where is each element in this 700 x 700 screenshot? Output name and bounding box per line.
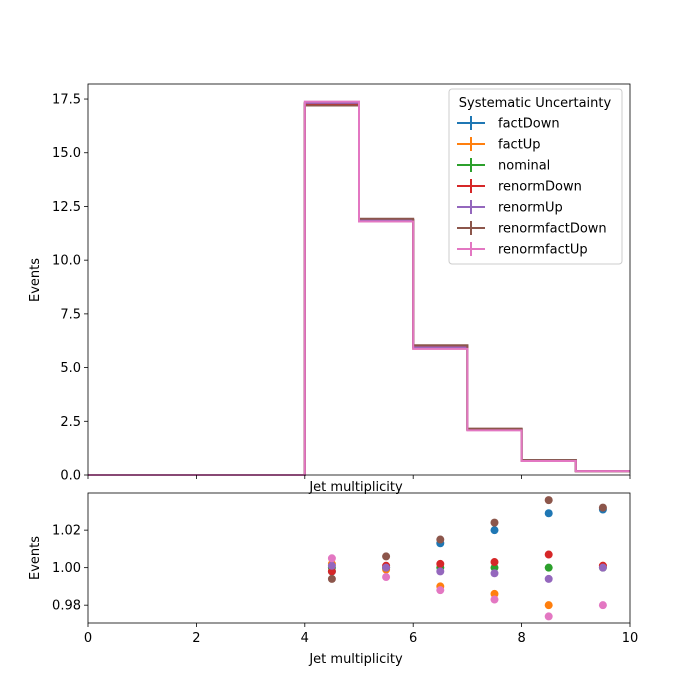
ratio-point-renormfactUp [327, 554, 336, 563]
ratio-point-renormfactDown [382, 552, 391, 561]
ratio-x-tick-label: 2 [192, 631, 200, 646]
ratio-point-renormDown [490, 558, 499, 567]
ratio-point-renormUp [598, 563, 607, 572]
legend-label: factDown [498, 117, 560, 132]
ratio-point-renormDown [544, 550, 553, 559]
ratio-point-renormUp [490, 569, 499, 578]
legend-entry-factUp: factUp [457, 137, 541, 153]
ratio-y-ticks: 0.98 1.00 1.02 [52, 524, 88, 614]
ratio-point-renormfactDown [327, 574, 336, 583]
ratio-point-renormfactUp [544, 612, 553, 621]
ratio-panel: 0.98 1.00 1.02 0 2 4 6 8 10 Jet multiplicity Ev… [28, 492, 638, 667]
ratio-point-renormUp [382, 563, 391, 572]
legend-label: factUp [498, 138, 541, 153]
ratio-point-factUp [490, 589, 499, 598]
ratio-x-tick-label: 4 [301, 631, 309, 646]
ratio-point-renormfactUp [598, 601, 607, 610]
ratio-point-renormUp [327, 561, 336, 570]
legend-entry-factDown: factDown [457, 116, 560, 132]
histogram-y-axis-label: Events [28, 258, 43, 302]
legend-label: renormUp [498, 201, 563, 216]
histogram-y-ticks: 0.0 2.5 5.0 7.5 10.0 12.5 15.0 17.5 [52, 93, 88, 484]
ratio-x-ticks: 0 2 4 6 8 10 [84, 623, 638, 646]
ratio-x-tick-label: 10 [622, 631, 639, 646]
ratio-point-factUp [544, 601, 553, 610]
histogram-x-ticks [87, 475, 631, 479]
ratio-point-nominal [490, 563, 499, 572]
ratio-series-renormUp [327, 561, 607, 583]
ratio-series-group [327, 496, 607, 621]
ratio-series-renormfactUp [327, 554, 607, 621]
histogram-y-tick-label: 12.5 [52, 200, 81, 215]
legend-entry-renormDown: renormDown [457, 179, 582, 195]
legend-entry-renormUp: renormUp [457, 200, 563, 216]
legend-label: nominal [498, 159, 550, 174]
ratio-point-renormDown [327, 567, 336, 576]
legend-entry-renormfactUp: renormfactUp [457, 242, 588, 258]
ratio-point-renormfactUp [436, 586, 445, 595]
histogram-x-axis-label: Jet multiplicity [308, 480, 403, 495]
legend-label: renormfactDown [498, 222, 607, 237]
histogram-y-tick-label: 5.0 [60, 361, 81, 376]
legend-label: renormfactUp [498, 243, 588, 258]
ratio-x-tick-label: 8 [517, 631, 525, 646]
ratio-point-renormfactDown [598, 503, 607, 512]
ratio-point-renormUp [544, 574, 553, 583]
ratio-axes-frame [87, 492, 631, 624]
ratio-x-axis-label: Jet multiplicity [308, 652, 403, 667]
histogram-panel: 0.0 2.5 5.0 7.5 10.0 12.5 15.0 17.5 Jet multipl… [28, 83, 631, 495]
histogram-y-tick-label: 17.5 [52, 93, 81, 108]
legend-entries: factDown factUp nominal renormDown renormUp r… [457, 116, 607, 258]
ratio-series-renormfactDown [327, 496, 607, 583]
ratio-x-tick-label: 0 [84, 631, 92, 646]
histogram-y-tick-label: 10.0 [52, 254, 81, 269]
ratio-point-factDown [490, 526, 499, 535]
legend-label: renormDown [498, 180, 582, 195]
ratio-point-renormfactUp [490, 595, 499, 604]
ratio-point-renormfactUp [382, 573, 391, 582]
histogram-axes-frame [87, 83, 631, 476]
ratio-y-tick-label: 0.98 [52, 599, 81, 614]
histogram-y-tick-label: 15.0 [52, 146, 81, 161]
ratio-point-renormfactDown [544, 496, 553, 505]
ratio-point-factDown [544, 509, 553, 518]
ratio-y-tick-label: 1.02 [52, 524, 81, 539]
legend-box [448, 88, 623, 265]
histogram-y-tick-label: 0.0 [60, 469, 81, 484]
ratio-point-renormfactDown [490, 518, 499, 527]
ratio-point-renormfactDown [436, 535, 445, 544]
ratio-point-nominal [544, 563, 553, 572]
ratio-x-tick-label: 6 [409, 631, 417, 646]
ratio-point-renormDown [436, 559, 445, 568]
ratio-point-renormUp [436, 567, 445, 576]
legend-entry-renormfactDown: renormfactDown [457, 221, 607, 237]
legend: Systematic Uncertainty factDown factUp nom… [448, 88, 623, 265]
ratio-y-axis-label: Events [28, 536, 43, 580]
ratio-y-tick-label: 1.00 [52, 561, 81, 576]
histogram-y-tick-label: 2.5 [60, 415, 81, 430]
histogram-y-tick-label: 7.5 [60, 307, 81, 322]
legend-title: Systematic Uncertainty [459, 96, 612, 111]
legend-entry-nominal: nominal [457, 158, 550, 174]
